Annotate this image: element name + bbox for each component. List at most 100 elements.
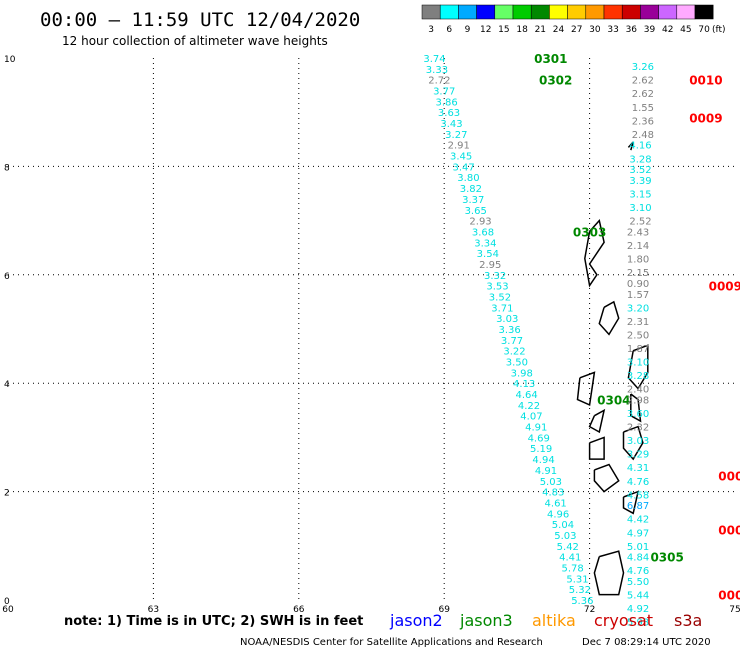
- data-label: 3.98: [511, 368, 533, 379]
- data-label: 4.58: [627, 490, 649, 501]
- y-tick-label: 0: [4, 597, 10, 607]
- scale-swatch: [694, 4, 714, 20]
- data-label: 5.03: [554, 531, 576, 542]
- data-label: 3.53: [486, 282, 508, 293]
- data-label: 3.86: [435, 97, 457, 108]
- data-label: 3.10: [627, 358, 649, 369]
- data-label: 3.68: [472, 227, 494, 238]
- scale-swatch: [439, 4, 459, 20]
- legend-entry: s3a: [674, 611, 702, 630]
- data-label: 3.03: [627, 436, 649, 447]
- data-label: 3.54: [477, 249, 499, 260]
- pass-label: 0303: [573, 225, 606, 239]
- data-label: 1.55: [632, 103, 654, 114]
- data-label: 3.82: [460, 184, 482, 195]
- scale-swatch: [530, 4, 550, 20]
- scale-tick-label: 6: [446, 25, 452, 35]
- data-label: 3.52: [489, 292, 511, 303]
- pass-label: 0009: [689, 112, 722, 126]
- pass-label: 0305: [650, 551, 683, 565]
- data-label: 5.19: [530, 444, 552, 455]
- scale-tick-label: 30: [589, 25, 601, 35]
- data-label: 4.91: [525, 423, 547, 434]
- data-label: 3.22: [503, 347, 525, 358]
- data-label: 5.31: [566, 574, 588, 585]
- data-label: 3.34: [474, 238, 496, 249]
- scale-swatch: [494, 4, 514, 20]
- data-label: 3.77: [501, 336, 523, 347]
- data-label: 2.32: [627, 423, 649, 434]
- island-outline: [593, 550, 625, 596]
- data-label: 4.16: [629, 141, 651, 152]
- scale-swatch: [458, 4, 477, 20]
- satellite-legend: jason2 jason3 altika cryosat s3a: [389, 611, 702, 630]
- data-label: 3.37: [462, 195, 484, 206]
- data-label: 3.28: [629, 154, 651, 165]
- data-label: 4.91: [535, 466, 557, 477]
- data-label: 3.65: [465, 206, 487, 217]
- pass-label: 0009: [709, 280, 740, 294]
- island-outline: [622, 425, 644, 461]
- x-tick-label: 63: [148, 605, 159, 615]
- scale-tick-label: 39: [644, 25, 656, 35]
- x-tick-label: 69: [438, 605, 450, 615]
- data-label: 0.90: [627, 279, 649, 290]
- data-label: 3.32: [484, 271, 506, 282]
- island-outline: [576, 371, 596, 406]
- data-label: 4.92: [627, 604, 649, 615]
- data-label: 5.03: [540, 477, 562, 488]
- data-label: 3.74: [423, 54, 445, 65]
- data-label: 4.97: [627, 528, 649, 539]
- data-label: 3.03: [496, 314, 518, 325]
- scale-swatch: [621, 4, 641, 20]
- scale-tick-label: 3: [428, 25, 434, 35]
- chart-title: 00:00 – 11:59 UTC 12/04/2020: [40, 9, 360, 31]
- data-label: 3.15: [629, 190, 651, 201]
- chart-subtitle: 12 hour collection of altimeter wave hei…: [62, 34, 328, 48]
- data-label: 3.20: [627, 303, 649, 314]
- color-scale-legend: 3 6 9 12 15 18 21 24 27 30 33 36 39 42 45 70: [421, 4, 714, 35]
- data-label: 4.22: [518, 401, 540, 412]
- data-label: 5.32: [569, 585, 591, 596]
- data-label: 4.07: [520, 412, 542, 423]
- data-label: 1.80: [627, 255, 649, 266]
- island-outlines: [576, 141, 649, 596]
- data-label: 5.42: [557, 542, 579, 553]
- scale-tick-label: 45: [680, 25, 691, 35]
- pass-label: 0304: [597, 393, 630, 407]
- plot-marks: 3.743.332.723.773.863.633.433.272.913.45…: [423, 52, 740, 629]
- island-outline: [622, 490, 640, 515]
- pass-label: 0008: [718, 469, 740, 483]
- data-label: 4.96: [547, 509, 569, 520]
- x-tick-label: 72: [584, 605, 595, 615]
- data-label: 3.33: [426, 65, 448, 76]
- pass-label: 0007: [718, 524, 740, 538]
- data-label: 2.36: [632, 116, 654, 127]
- pass-label: 0007: [718, 589, 740, 603]
- scale-swatch: [567, 4, 587, 20]
- island-outline: [588, 436, 605, 460]
- data-label: 2.62: [632, 76, 654, 87]
- island-outline: [588, 408, 606, 434]
- data-label: 3.71: [491, 303, 513, 314]
- island-outline: [627, 344, 649, 390]
- island-outline: [598, 300, 620, 336]
- data-label: 3.43: [440, 119, 462, 130]
- y-tick-label: 8: [4, 163, 10, 173]
- data-label: 2.62: [632, 89, 654, 100]
- data-label: 4.94: [532, 455, 554, 466]
- scale-tick-label: 18: [516, 25, 528, 35]
- footer-credit: NOAA/NESDIS Center for Satellite Applica…: [240, 637, 543, 648]
- scale-tick-label: 70: [698, 25, 710, 35]
- data-label: 2.40: [627, 385, 649, 396]
- data-label: 3.45: [450, 152, 472, 163]
- data-label: 2.43: [627, 227, 649, 238]
- data-label: 4.84: [627, 553, 649, 564]
- data-label: 3.47: [452, 162, 474, 173]
- legend-entry: jason3: [459, 611, 513, 630]
- scale-tick-label: 36: [626, 25, 638, 35]
- data-label: 2.15: [627, 268, 649, 279]
- data-label: 5.04: [552, 520, 574, 531]
- x-tick-label: 60: [2, 605, 14, 615]
- y-tick-label: 6: [4, 272, 10, 282]
